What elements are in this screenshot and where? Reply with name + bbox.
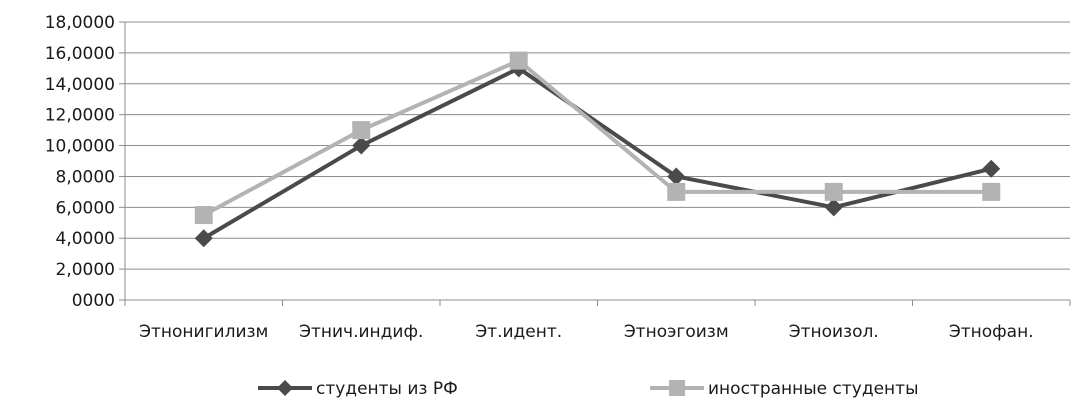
data-point-diamond [982, 159, 1001, 178]
y-tick-label: 0000 [72, 291, 115, 311]
legend-marker-square [669, 380, 685, 396]
data-point-square [509, 51, 528, 70]
x-tick-label: Этнонигилизм [139, 322, 268, 342]
data-point-square [194, 206, 213, 225]
y-tick-label: 16,0000 [45, 44, 115, 64]
y-tick-label: 10,0000 [45, 137, 115, 157]
x-tick-label: Этнич.индиф. [299, 322, 423, 342]
legend-label: иностранные студенты [708, 379, 919, 399]
data-point-square [982, 182, 1001, 201]
data-point-diamond [667, 167, 686, 186]
y-tick-label: 2,0000 [56, 260, 115, 280]
x-tick-label: Эт.идент. [475, 322, 562, 342]
y-tick-label: 14,0000 [45, 75, 115, 95]
y-tick-label: 18,0000 [45, 13, 115, 33]
x-tick-label: Этнофан. [949, 322, 1034, 342]
x-tick-labels: Этнонигилизм Этнич.индиф. Эт.идент. Этноэго… [139, 322, 1033, 342]
series-line [202, 58, 992, 217]
x-tick-label: Этноэгоизм [624, 322, 729, 342]
x-tick-label: Этноизол. [789, 322, 879, 342]
data-point-diamond [352, 136, 371, 155]
y-tick-label: 6,0000 [56, 198, 115, 218]
legend-label: студенты из РФ [316, 379, 458, 399]
y-tick-labels: 0000 2,0000 4,0000 6,0000 8,0000 10,0000 12,00… [45, 13, 115, 311]
y-tick-label: 4,0000 [56, 229, 115, 249]
y-tick-label: 8,0000 [56, 167, 115, 187]
legend: студенты из РФ иностранные студенты [258, 379, 919, 399]
axes [119, 21, 1071, 306]
series-line [202, 66, 992, 240]
data-point-diamond [824, 198, 843, 217]
y-tick-label: 12,0000 [45, 106, 115, 126]
data-point-square [824, 182, 843, 201]
gridlines [125, 21, 1070, 301]
data-point-square [667, 182, 686, 201]
legend-marker-diamond [277, 380, 293, 396]
series [194, 51, 1001, 248]
data-point-square [352, 121, 371, 140]
data-point-diamond [194, 229, 213, 248]
